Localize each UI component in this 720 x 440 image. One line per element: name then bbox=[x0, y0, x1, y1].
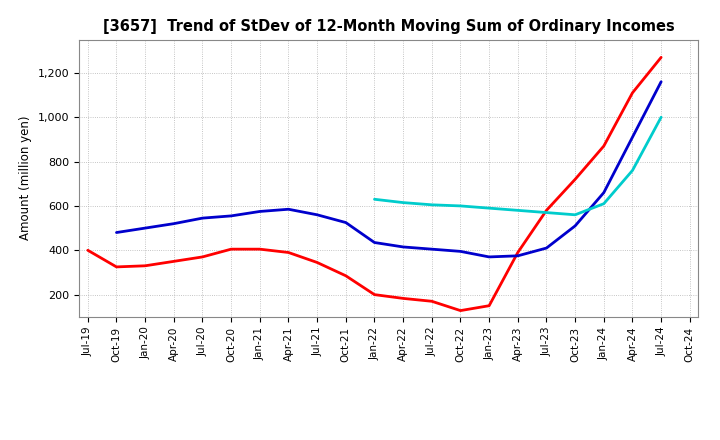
5 Years bbox=[312, 212, 321, 217]
3 Years bbox=[399, 296, 408, 301]
5 Years bbox=[513, 253, 522, 258]
3 Years bbox=[256, 246, 264, 252]
7 Years bbox=[657, 114, 665, 120]
3 Years bbox=[600, 143, 608, 149]
7 Years bbox=[628, 168, 636, 173]
5 Years bbox=[169, 221, 178, 226]
3 Years bbox=[370, 292, 379, 297]
5 Years bbox=[456, 249, 465, 254]
7 Years bbox=[513, 208, 522, 213]
3 Years bbox=[428, 299, 436, 304]
5 Years bbox=[370, 240, 379, 245]
3 Years bbox=[628, 90, 636, 95]
3 Years bbox=[112, 264, 121, 270]
5 Years bbox=[657, 79, 665, 84]
Line: 7 Years: 7 Years bbox=[374, 117, 661, 215]
5 Years bbox=[628, 135, 636, 140]
3 Years bbox=[571, 177, 580, 182]
3 Years bbox=[284, 250, 293, 255]
5 Years bbox=[284, 207, 293, 212]
7 Years bbox=[399, 200, 408, 205]
5 Years bbox=[112, 230, 121, 235]
Line: 3 Years: 3 Years bbox=[88, 57, 661, 311]
5 Years bbox=[256, 209, 264, 214]
5 Years bbox=[141, 225, 150, 231]
7 Years bbox=[370, 197, 379, 202]
Title: [3657]  Trend of StDev of 12-Month Moving Sum of Ordinary Incomes: [3657] Trend of StDev of 12-Month Moving… bbox=[103, 19, 675, 34]
3 Years bbox=[141, 263, 150, 268]
7 Years bbox=[571, 212, 580, 217]
7 Years bbox=[428, 202, 436, 207]
5 Years bbox=[341, 220, 350, 225]
3 Years bbox=[542, 208, 551, 213]
7 Years bbox=[600, 201, 608, 206]
5 Years bbox=[485, 254, 493, 260]
3 Years bbox=[456, 308, 465, 313]
Line: 5 Years: 5 Years bbox=[117, 82, 661, 257]
3 Years bbox=[227, 246, 235, 252]
3 Years bbox=[657, 55, 665, 60]
3 Years bbox=[84, 248, 92, 253]
5 Years bbox=[198, 216, 207, 221]
7 Years bbox=[542, 210, 551, 215]
5 Years bbox=[227, 213, 235, 219]
7 Years bbox=[485, 205, 493, 211]
3 Years bbox=[198, 254, 207, 260]
5 Years bbox=[571, 223, 580, 228]
5 Years bbox=[542, 246, 551, 251]
3 Years bbox=[341, 273, 350, 279]
3 Years bbox=[485, 303, 493, 308]
7 Years bbox=[456, 203, 465, 209]
Y-axis label: Amount (million yen): Amount (million yen) bbox=[19, 116, 32, 240]
3 Years bbox=[513, 250, 522, 255]
5 Years bbox=[600, 190, 608, 195]
5 Years bbox=[399, 244, 408, 249]
3 Years bbox=[312, 260, 321, 265]
3 Years bbox=[169, 259, 178, 264]
5 Years bbox=[428, 246, 436, 252]
